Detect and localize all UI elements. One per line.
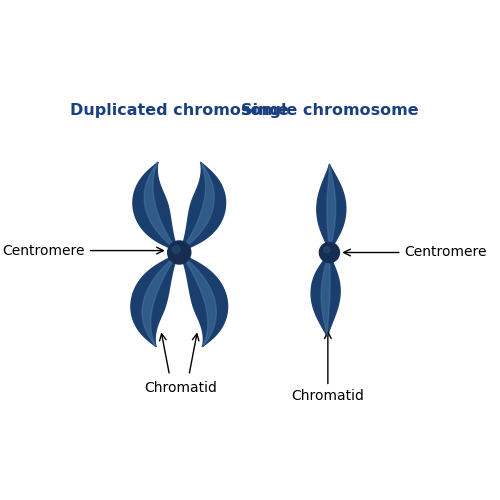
Text: Single chromosome: Single chromosome <box>240 102 418 118</box>
Text: Centromere: Centromere <box>344 246 487 260</box>
Text: Chromatid: Chromatid <box>144 382 218 396</box>
Polygon shape <box>317 164 346 252</box>
Polygon shape <box>179 252 228 347</box>
Circle shape <box>320 242 340 262</box>
Polygon shape <box>321 252 330 337</box>
Text: Chromatid: Chromatid <box>292 332 364 403</box>
Circle shape <box>172 246 180 254</box>
Text: Centromere: Centromere <box>2 244 164 258</box>
Polygon shape <box>144 162 179 252</box>
Circle shape <box>324 246 330 253</box>
Circle shape <box>168 241 191 264</box>
Polygon shape <box>133 162 179 252</box>
Polygon shape <box>311 252 340 337</box>
Polygon shape <box>142 252 179 347</box>
Polygon shape <box>327 164 336 252</box>
Polygon shape <box>179 162 214 252</box>
Polygon shape <box>131 252 179 347</box>
Polygon shape <box>179 252 216 347</box>
Polygon shape <box>179 162 226 252</box>
Text: Duplicated chromosome: Duplicated chromosome <box>70 102 288 118</box>
